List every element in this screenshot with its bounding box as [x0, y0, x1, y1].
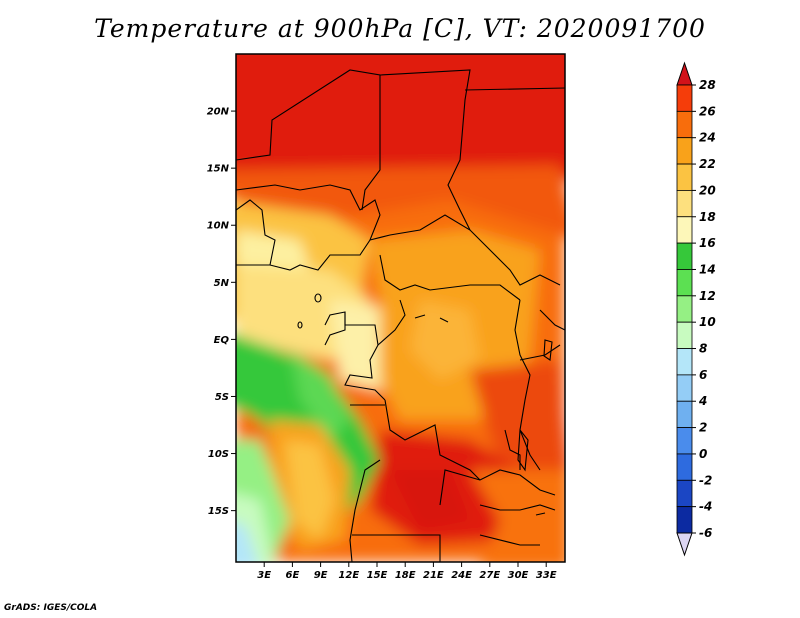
colorbar-segment — [676, 479, 693, 508]
colorbar-segment — [676, 216, 693, 244]
map-title: Temperature at 900hPa [C], VT: 202009170… — [94, 14, 706, 43]
colorbar-over-arrow — [676, 61, 693, 86]
colorbar-label: 2 — [699, 421, 707, 435]
colorbar-label: 20 — [699, 183, 716, 197]
lat-tick-label: 20N — [207, 107, 230, 118]
colorbar-label: -4 — [699, 500, 712, 514]
colorbar-segment — [676, 348, 693, 376]
colorbar-label: 16 — [699, 236, 716, 250]
grads-credit: GrADS: IGES/COLA — [4, 603, 98, 613]
colorbar-label: 10 — [699, 315, 716, 329]
lon-tick-label: 6E — [286, 570, 300, 581]
lon-tick-label: 30E — [508, 570, 529, 581]
colorbar-label: 26 — [699, 104, 716, 118]
colorbar-segment — [676, 242, 693, 270]
lat-tick-label: EQ — [214, 335, 230, 346]
colorbar-segment — [676, 84, 693, 112]
lat-tick-label: 15N — [207, 164, 230, 175]
colorbar-segment — [676, 295, 693, 323]
lon-tick-label: 21E — [423, 570, 444, 581]
lat-tick-label: 5S — [215, 392, 229, 403]
lon-tick-label: 9E — [314, 570, 328, 581]
temperature-field — [236, 54, 565, 562]
lon-tick-label: 15E — [367, 570, 388, 581]
colorbar-label: 28 — [699, 78, 716, 92]
lon-tick-label: 3E — [257, 570, 271, 581]
lat-tick-label: 15S — [208, 506, 229, 517]
colorbar-label: -2 — [699, 473, 712, 487]
lat-tick-label: 10N — [207, 221, 230, 232]
colorbar-label: 4 — [698, 394, 707, 408]
colorbar-segment — [676, 427, 693, 455]
colorbar-label: 18 — [699, 210, 716, 224]
colorbar-label: 24 — [699, 131, 716, 145]
colorbar-label: 0 — [699, 447, 707, 461]
colorbar-segment — [676, 269, 693, 297]
colorbar-segment — [676, 453, 693, 481]
colorbar-label: 8 — [699, 342, 707, 356]
colorbar-under-arrow — [676, 532, 693, 557]
colorbar-segment — [676, 400, 693, 428]
colorbar-segment — [676, 506, 693, 534]
lon-tick-label: 27E — [479, 570, 500, 581]
country-borders — [236, 69, 565, 562]
colorbar-label: 6 — [699, 368, 707, 382]
lon-tick-label: 24E — [451, 570, 472, 581]
colorbar-segment — [676, 137, 693, 165]
colorbar-label: -6 — [699, 526, 712, 540]
colorbar-segment — [676, 110, 693, 139]
lon-tick-label: 33E — [536, 570, 557, 581]
plot-frame — [235, 53, 566, 563]
colorbar-segment — [676, 163, 693, 191]
colorbar-label: 12 — [699, 289, 716, 303]
map-axes: 3E 6E 9E 12E 15E 18E 21E 24E 27E 30E 33E 20N 15N 10N 5… — [207, 107, 557, 581]
colorbar-label: 14 — [699, 262, 716, 276]
colorbar-segment — [676, 190, 693, 218]
lat-tick-label: 5N — [214, 278, 230, 289]
colorbar-label: 22 — [699, 157, 716, 171]
lon-tick-label: 12E — [338, 570, 359, 581]
colorbar-segment — [676, 321, 693, 349]
lon-tick-label: 18E — [395, 570, 416, 581]
lat-tick-label: 10S — [208, 449, 229, 460]
colorbar-segment — [676, 374, 693, 402]
